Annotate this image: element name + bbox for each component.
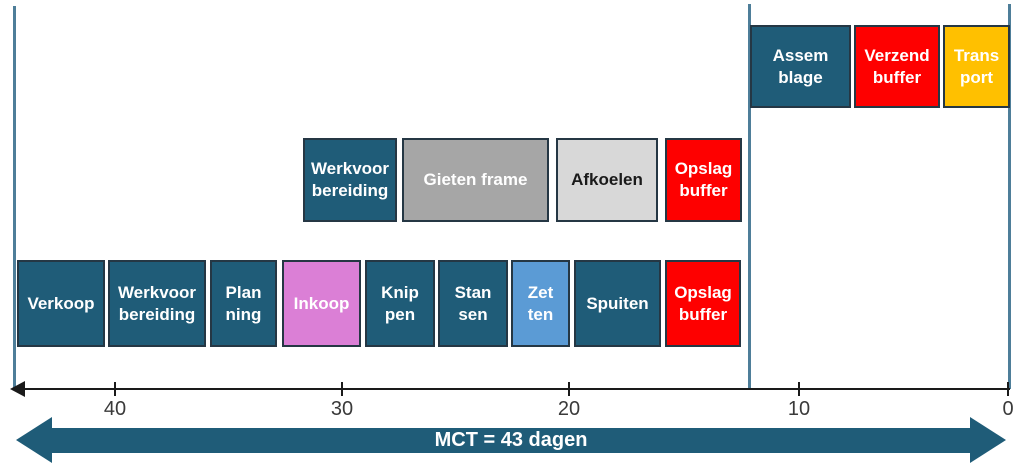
block-werkvoorbereiding: Werkvoor bereiding: [108, 260, 206, 347]
block-knippen: Knip pen: [365, 260, 435, 347]
axis-left-arrowhead-icon: [10, 381, 25, 397]
axis-tick-0: [1007, 382, 1009, 396]
mct-arrow: MCT = 43 dagen: [16, 417, 1006, 463]
guide-line-left: [13, 6, 16, 389]
axis-tick-20: [568, 382, 570, 396]
mct-arrow-body: MCT = 43 dagen: [52, 427, 970, 453]
block-inkoop: Inkoop: [282, 260, 361, 347]
block-verkoop: Verkoop: [17, 260, 105, 347]
mct-arrow-right-head-icon: [970, 417, 1006, 463]
block-planning: Plan ning: [210, 260, 277, 347]
guide-line-middle: [748, 4, 751, 389]
axis-tick-40: [114, 382, 116, 396]
block-afkoelen: Afkoelen: [556, 138, 658, 222]
axis-tick-label-0: 0: [1002, 398, 1014, 420]
guide-line-right: [1008, 4, 1011, 389]
block-opslag-buffer-gieterij: Opslag buffer: [665, 138, 742, 222]
axis-tick-label-10: 10: [787, 398, 811, 420]
block-werkvoorbereiding-gieterij: Werkvoor bereiding: [303, 138, 397, 222]
block-gieten-frame: Gieten frame: [402, 138, 549, 222]
block-assemblage: Assem blage: [750, 25, 851, 108]
axis-tick-10: [798, 382, 800, 396]
axis-tick-label-30: 30: [330, 398, 354, 420]
axis-tick-30: [341, 382, 343, 396]
axis-tick-label-20: 20: [557, 398, 581, 420]
block-stansen: Stan sen: [438, 260, 508, 347]
mct-arrow-left-head-icon: [16, 417, 52, 463]
block-spuiten: Spuiten: [574, 260, 661, 347]
time-axis-line: [12, 388, 1010, 390]
mct-arrow-label: MCT = 43 dagen: [434, 428, 588, 451]
axis-tick-label-40: 40: [103, 398, 127, 420]
block-transport: Trans port: [943, 25, 1010, 108]
block-zetten: Zet ten: [511, 260, 570, 347]
block-verzend-buffer: Verzend buffer: [854, 25, 940, 108]
block-opslag-buffer: Opslag buffer: [665, 260, 741, 347]
